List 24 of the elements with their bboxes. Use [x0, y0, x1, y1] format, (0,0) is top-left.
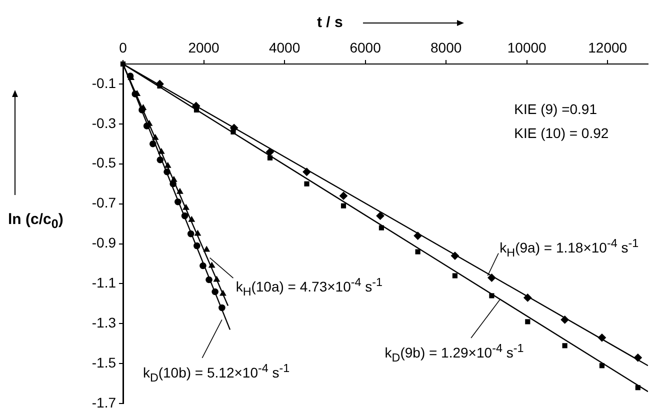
x-axis-title: t / s [317, 14, 343, 31]
annotation: k$_{H}$(9a) = 1.18×10$^{-4}$ s$^{-1}$ [500, 236, 639, 260]
y-tick-label: -0.1 [92, 74, 116, 91]
x-tick-label: 12000 [588, 39, 628, 56]
y-tick-label: -0.7 [92, 194, 116, 211]
annotation: k$_{D}$(10b) = 5.12×10$^{-4}$ s$^{-1}$ [142, 362, 290, 384]
x-tick-label: 2000 [188, 39, 220, 56]
x-tick-label: 4000 [268, 39, 300, 56]
y-tick-label: -0.3 [92, 114, 116, 131]
x-tick-label: 10000 [507, 39, 547, 56]
y-tick-label: -1.5 [92, 354, 116, 371]
y-tick-label: -1.3 [92, 314, 116, 331]
annotation: KIE (10) = 0.92 [514, 125, 609, 141]
x-tick-label: 0 [119, 39, 128, 56]
y-tick-label: -1.1 [92, 274, 116, 291]
y-tick-label: -0.5 [92, 154, 116, 171]
annotation: k$_{H}$(10a) = 4.73×10$^{-4}$ s$^{-1}$ [236, 276, 383, 298]
x-tick-label: 6000 [350, 39, 382, 56]
annotation: k$_{D}$(9b) = 1.29×10$^{-4}$ s$^{-1}$ [384, 342, 524, 364]
x-tick-label: 8000 [430, 39, 462, 56]
y-tick-label: -1.7 [92, 394, 116, 410]
y-tick-label: -0.9 [92, 234, 116, 251]
annotation: KIE (9) =0.91 [514, 101, 598, 117]
y-axis-title: ln (c/c$_{0}$) [8, 211, 64, 231]
